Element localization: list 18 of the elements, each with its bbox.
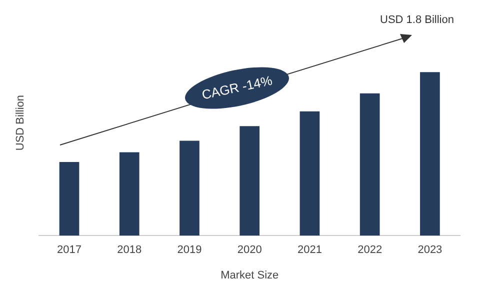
bar (59, 162, 80, 236)
annotation: CAGR -14% (199, 72, 275, 104)
bar (180, 140, 200, 236)
x-tick-label: 2023 (418, 244, 442, 256)
x-tick-label: 2019 (177, 244, 202, 256)
y-axis-title: USD Billion (14, 94, 27, 151)
bar (300, 111, 320, 236)
x-axis-title: Market Size (220, 269, 279, 282)
bar (240, 126, 260, 236)
x-tick-label: 2021 (297, 244, 322, 256)
bar (420, 72, 440, 236)
bar (360, 93, 380, 236)
bar (119, 152, 140, 236)
x-tick-label: 2017 (57, 244, 82, 256)
x-tick-label: 2020 (237, 244, 262, 256)
x-tick-label: 2022 (358, 244, 382, 256)
x-tick-label: 2018 (117, 244, 142, 256)
text: USD 1.8 Billion (380, 14, 454, 26)
